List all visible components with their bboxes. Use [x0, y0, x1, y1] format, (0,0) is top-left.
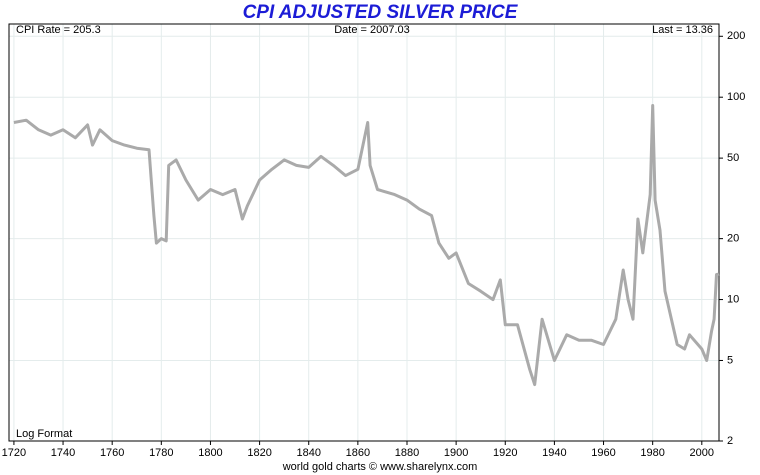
- y-tick-label: 100: [727, 91, 745, 103]
- y-tick-label: 50: [727, 152, 739, 164]
- annotation: Date = 2007.03: [334, 24, 410, 36]
- annotation: CPI Rate = 205.3: [16, 24, 101, 36]
- x-tick-label: 1840: [296, 447, 320, 459]
- x-tick-label: 2000: [690, 447, 714, 459]
- plot-frame: [8, 23, 720, 442]
- y-tick-label: 10: [727, 293, 739, 305]
- x-tick-label: 1940: [542, 447, 566, 459]
- x-tick-label: 1800: [198, 447, 222, 459]
- x-tick-label: 1740: [51, 447, 75, 459]
- annotation: Log Format: [16, 428, 72, 440]
- chart-title: CPI ADJUSTED SILVER PRICE: [243, 2, 519, 23]
- x-tick-label: 1960: [591, 447, 615, 459]
- x-tick-label: 1780: [149, 447, 173, 459]
- y-tick-label: 200: [727, 30, 745, 42]
- y-tick-label: 2: [727, 435, 733, 447]
- annotation: Last = 13.36: [652, 24, 713, 36]
- x-tick-label: 1820: [247, 447, 271, 459]
- x-tick-label: 1860: [346, 447, 370, 459]
- x-tick-label: 1880: [395, 447, 419, 459]
- x-tick-label: 1900: [444, 447, 468, 459]
- y-tick-label: 5: [727, 354, 733, 366]
- x-tick-label: 1760: [100, 447, 124, 459]
- x-tick-label: 1720: [2, 447, 26, 459]
- y-tick-label: 20: [727, 233, 739, 245]
- price-line: [13, 104, 720, 387]
- x-tick-label: 1980: [640, 447, 664, 459]
- x-tick-label: 1920: [493, 447, 517, 459]
- source: world gold charts © www.sharelynx.com: [282, 461, 478, 473]
